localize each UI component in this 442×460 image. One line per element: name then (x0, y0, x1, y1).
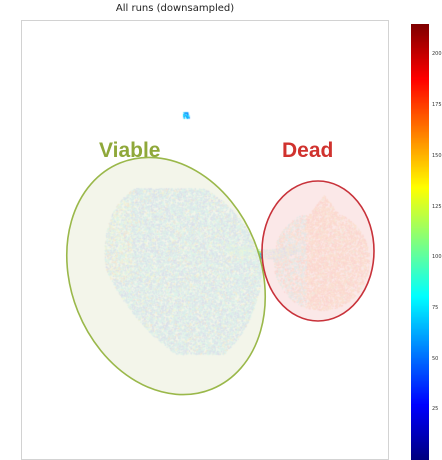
colorbar-tick-label: 50 (432, 355, 439, 362)
cluster-overlay: Viable Dead (21, 20, 389, 460)
viable-cluster-outline (65, 156, 267, 396)
colorbar-tick-label: 100 (432, 254, 442, 261)
viable-annotation: Viable (99, 139, 160, 162)
colorbar-tick-label: 75 (432, 304, 439, 311)
colorbar (411, 24, 429, 460)
colorbar-tick-label: 150 (432, 152, 442, 159)
chart-title: All runs (downsampled) (115, 3, 235, 14)
colorbar-tick-label: 175 (432, 102, 442, 109)
dead-cluster-outline (261, 180, 375, 322)
colorbar-tick-label: 200 (432, 51, 442, 58)
colorbar-tick-label: 125 (432, 203, 442, 210)
colorbar-tick-label: 25 (432, 406, 439, 413)
scatter-plot-area: Viable Dead (21, 20, 389, 460)
dead-annotation: Dead (282, 139, 333, 162)
